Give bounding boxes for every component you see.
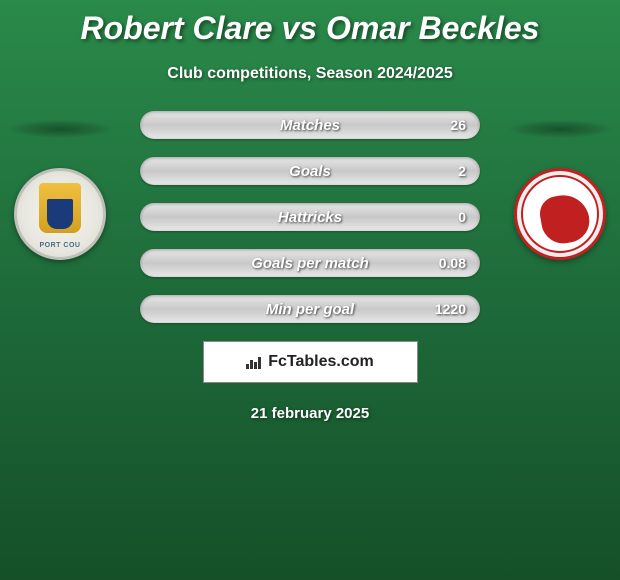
page-subtitle: Club competitions, Season 2024/2025 bbox=[0, 65, 620, 83]
right-badge-ring bbox=[521, 175, 599, 253]
stat-label: Goals per match bbox=[251, 255, 369, 272]
stat-row-goals: Goals 2 bbox=[140, 157, 480, 185]
stat-row-hattricks: Hattricks 0 bbox=[140, 203, 480, 231]
left-team-area: PORT COU bbox=[5, 120, 115, 280]
left-team-badge: PORT COU bbox=[14, 168, 106, 260]
fctables-label: FcTables.com bbox=[268, 353, 374, 371]
left-badge-shield bbox=[47, 199, 73, 229]
stat-label: Matches bbox=[280, 117, 340, 134]
left-player-shadow bbox=[8, 120, 113, 138]
stat-row-min-per-goal: Min per goal 1220 bbox=[140, 295, 480, 323]
stat-label: Hattricks bbox=[278, 209, 342, 226]
stat-row-matches: Matches 26 bbox=[140, 111, 480, 139]
fctables-attribution[interactable]: FcTables.com bbox=[203, 341, 418, 383]
page-title: Robert Clare vs Omar Beckles bbox=[0, 0, 620, 47]
stat-right-value: 1220 bbox=[435, 301, 466, 317]
stat-right-value: 0 bbox=[458, 209, 466, 225]
right-badge-dragon bbox=[537, 191, 593, 247]
right-player-shadow bbox=[508, 120, 613, 138]
stat-right-value: 26 bbox=[450, 117, 466, 133]
stat-label: Min per goal bbox=[266, 301, 354, 318]
stats-container: Matches 26 Goals 2 Hattricks 0 Goals per… bbox=[140, 111, 480, 323]
stat-row-goals-per-match: Goals per match 0.08 bbox=[140, 249, 480, 277]
stat-right-value: 0.08 bbox=[439, 255, 466, 271]
stat-label: Goals bbox=[289, 163, 331, 180]
bar-chart-icon bbox=[246, 355, 262, 369]
stat-right-value: 2 bbox=[458, 163, 466, 179]
date-label: 21 february 2025 bbox=[0, 405, 620, 422]
right-team-badge bbox=[514, 168, 606, 260]
left-badge-text: PORT COU bbox=[17, 242, 103, 249]
right-team-area bbox=[505, 120, 615, 280]
